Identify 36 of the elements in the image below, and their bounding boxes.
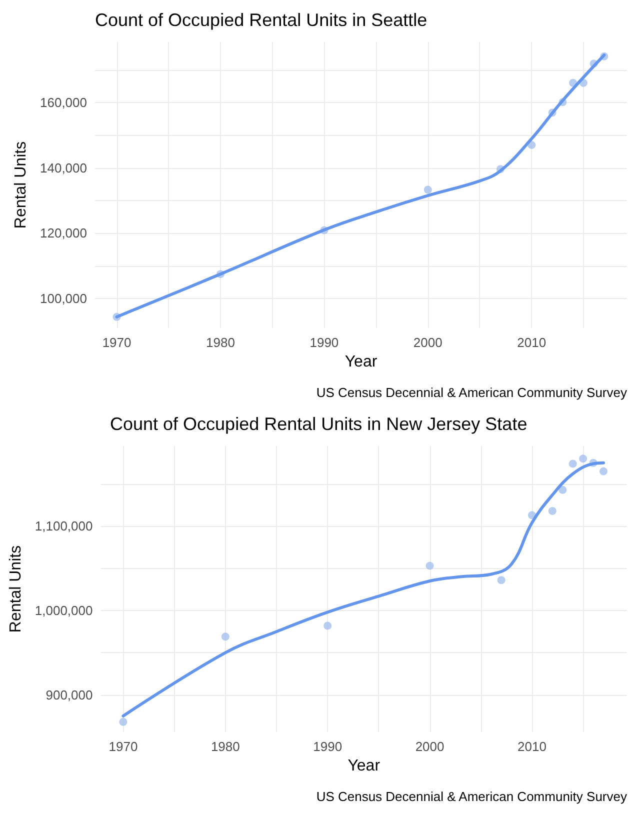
x-tick-label: 2000 — [413, 335, 442, 350]
point — [579, 454, 588, 463]
x-tick-label: 1990 — [313, 739, 342, 754]
x-tick-label: 2010 — [517, 335, 546, 350]
point — [568, 460, 577, 468]
x-tick-label: 1970 — [108, 739, 138, 754]
y-axis-title: Rental Units — [12, 141, 30, 229]
point — [424, 186, 432, 194]
y-tick-label: 1,000,000 — [34, 603, 93, 618]
x-tick-label: 2000 — [415, 739, 444, 754]
point — [426, 562, 434, 570]
y-tick-label: 100,000 — [40, 291, 87, 306]
point — [221, 632, 230, 641]
chart-title: Count of Occupied Rental Units in Seattle — [95, 10, 428, 30]
x-tick-label: 1970 — [102, 335, 132, 350]
x-axis-title: Year — [344, 354, 378, 370]
chart-title: Count of Occupied Rental Units in New Jersey State — [110, 414, 528, 434]
y-tick-label: 160,000 — [40, 94, 87, 110]
point — [558, 486, 567, 494]
point — [324, 622, 332, 630]
y-tick-label: 120,000 — [40, 226, 87, 241]
text: US Census Decennial & American Community Survey — [316, 789, 627, 804]
y-tick-label: 140,000 — [40, 160, 87, 176]
text: US Census Decennial & American Community Survey — [316, 385, 627, 400]
y-tick-label: 900,000 — [46, 687, 93, 702]
x-tick-label: 1980 — [210, 739, 240, 754]
x-axis-title: Year — [348, 758, 381, 774]
x-tick-label: 2010 — [518, 739, 546, 754]
point — [119, 718, 128, 726]
point — [600, 467, 608, 476]
x-tick-label: 1980 — [206, 335, 235, 350]
point — [548, 506, 556, 515]
x-tick-label: 1990 — [310, 335, 339, 350]
y-tick-label: 1,100,000 — [34, 518, 93, 534]
y-axis-title: Rental Units — [8, 545, 24, 633]
point — [497, 576, 506, 584]
